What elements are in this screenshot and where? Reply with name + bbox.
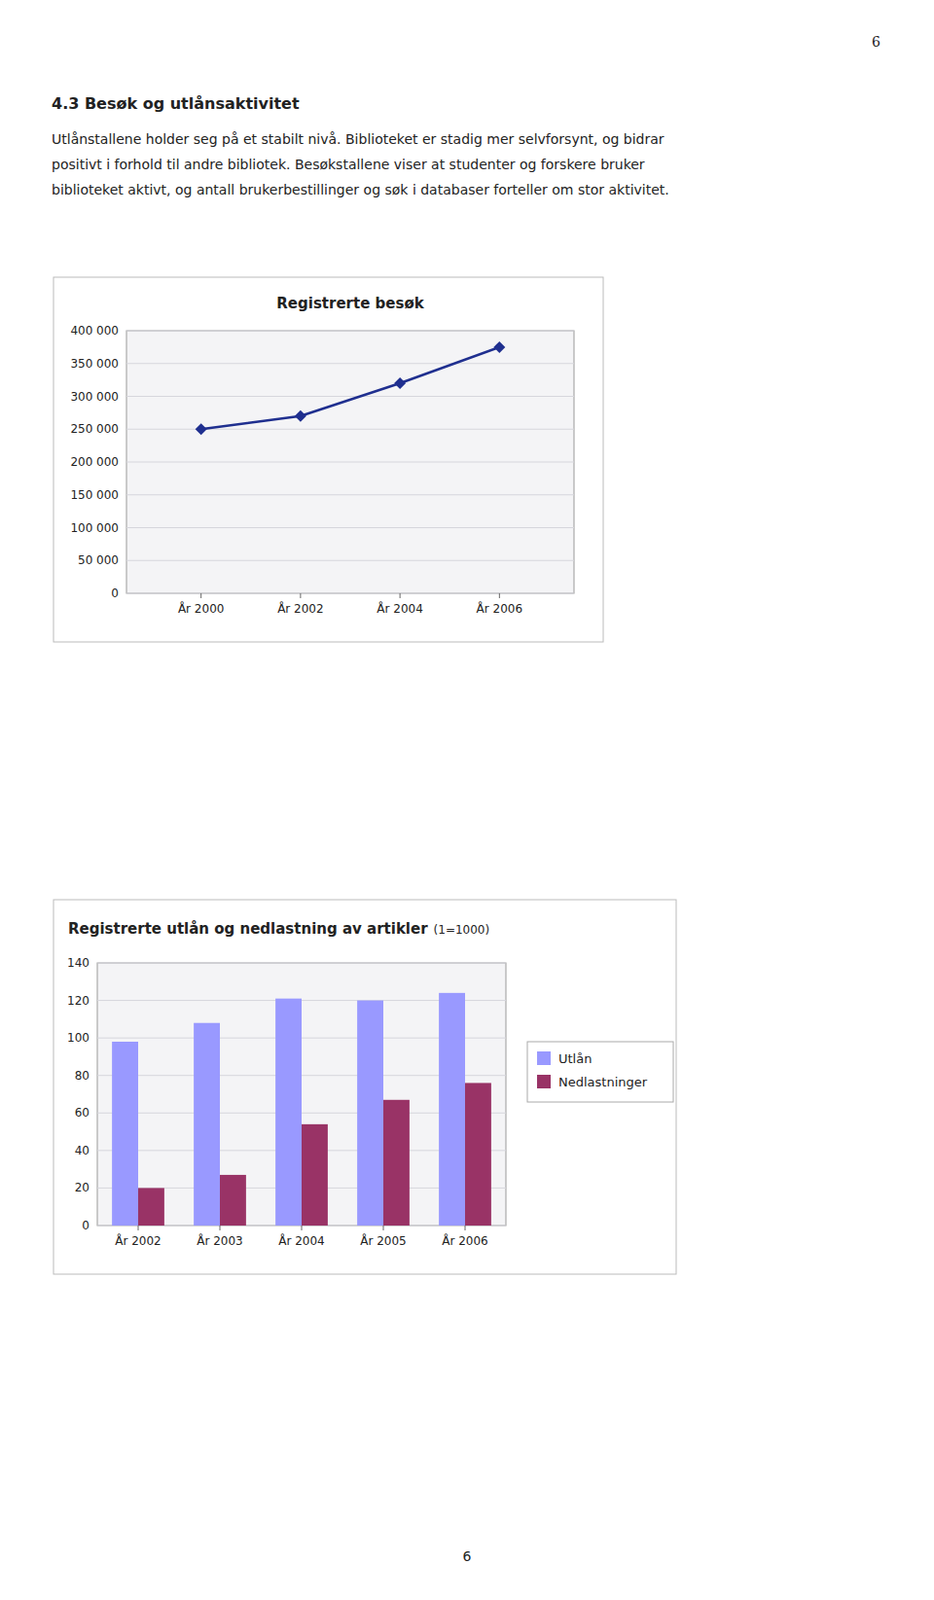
y-tick-label: 400 000 — [70, 323, 119, 338]
y-tick-label: 140 — [67, 956, 90, 970]
x-tick-label: År 2000 — [178, 601, 225, 616]
plot-area — [97, 963, 506, 1226]
grid-line — [126, 330, 575, 332]
chart-title: Registrerte utlån og nedlastning av arti… — [68, 920, 490, 938]
page-number-top: 6 — [871, 34, 881, 50]
legend-label: Nedlastninger — [558, 1075, 648, 1090]
body-line: biblioteket aktivt, og antall brukerbest… — [51, 181, 670, 198]
body-line: Utlånstallene holder seg på et stabilt n… — [51, 131, 665, 147]
grid-line — [126, 395, 575, 397]
x-tick — [299, 593, 301, 599]
x-tick — [465, 1225, 467, 1231]
x-tick — [499, 593, 501, 599]
page: 6 4.3 Besøk og utlånsaktivitet Utlånstalle… — [0, 0, 934, 1600]
y-tick-label: 150 000 — [70, 488, 119, 503]
heading: 4.3 Besøk og utlånsaktivitet — [51, 94, 300, 113]
y-tick-label: 0 — [110, 586, 119, 601]
legend-swatch — [537, 1075, 551, 1089]
x-tick — [200, 593, 202, 599]
data-line — [201, 347, 501, 430]
y-tick-label: 40 — [74, 1144, 90, 1158]
grid-line — [97, 963, 506, 965]
bar — [193, 1023, 220, 1226]
bar — [438, 993, 466, 1226]
data-point — [394, 377, 406, 390]
grid-line — [126, 593, 575, 595]
legend: Utlån Nedlastninger — [527, 1041, 674, 1103]
y-tick-label: 80 — [74, 1069, 90, 1083]
chart-subtitle: (1=1000) — [433, 923, 491, 937]
data-point — [195, 423, 208, 435]
chart: Registrerte utlån og nedlastning av arti… — [53, 899, 677, 1275]
y-tick-label: 300 000 — [70, 390, 119, 404]
x-tick — [383, 1225, 385, 1231]
body-line: positivt i forhold til andre bibliotek. … — [51, 156, 646, 173]
grid-line — [126, 527, 575, 529]
grid-line — [126, 494, 575, 496]
x-tick — [219, 1225, 221, 1231]
grid-line — [126, 462, 575, 464]
y-tick-label: 120 — [67, 994, 90, 1008]
bar — [383, 1100, 410, 1226]
x-tick-label: År 2006 — [476, 601, 524, 616]
marks — [195, 341, 506, 435]
chart-title-main: Registrerte utlån og nedlastning av arti… — [68, 920, 429, 938]
y-tick-label: 200 000 — [70, 455, 119, 469]
x-tick-label: År 2005 — [359, 1233, 407, 1249]
x-tick-label: År 2002 — [277, 601, 324, 616]
grid-line — [126, 560, 575, 562]
marks — [111, 993, 492, 1226]
y-tick-label: 250 000 — [70, 422, 119, 436]
x-tick-label: År 2004 — [278, 1233, 325, 1249]
bar — [301, 1124, 328, 1226]
grid-line — [126, 362, 575, 364]
y-tick-label: 100 000 — [70, 521, 119, 536]
data-point — [294, 410, 307, 423]
chart: Registrerte besøk 0 50 000 100 000 150 000 20… — [53, 277, 604, 643]
data-point — [493, 341, 505, 354]
plot-area — [126, 330, 575, 594]
bar — [138, 1187, 165, 1226]
y-tick-label: 0 — [81, 1219, 90, 1233]
y-tick-label: 100 — [67, 1031, 90, 1045]
legend-box — [527, 1041, 674, 1103]
x-tick — [138, 1225, 140, 1231]
legend-swatch — [537, 1051, 551, 1066]
bar — [111, 1041, 139, 1226]
y-tick-label: 20 — [74, 1181, 90, 1195]
chart-box — [53, 899, 677, 1275]
x-tick-label: År 2006 — [441, 1233, 489, 1249]
y-tick-label: 50 000 — [77, 553, 119, 568]
bar — [357, 1001, 384, 1226]
x-tick — [399, 593, 401, 599]
x-tick — [301, 1225, 303, 1231]
x-tick-label: År 2004 — [376, 601, 424, 616]
y-tick-label: 350 000 — [70, 357, 119, 371]
bar — [275, 999, 302, 1226]
bar — [219, 1175, 247, 1226]
chart-box — [53, 277, 604, 643]
page-number-bottom: 6 — [463, 1548, 472, 1565]
grid-line — [126, 429, 575, 431]
chart-title: Registrerte besøk — [276, 294, 425, 313]
y-tick-label: 60 — [74, 1106, 90, 1120]
legend-label: Utlån — [558, 1051, 592, 1067]
bar — [465, 1082, 492, 1226]
x-tick-label: År 2002 — [114, 1233, 162, 1249]
x-tick-label: År 2003 — [196, 1233, 244, 1249]
